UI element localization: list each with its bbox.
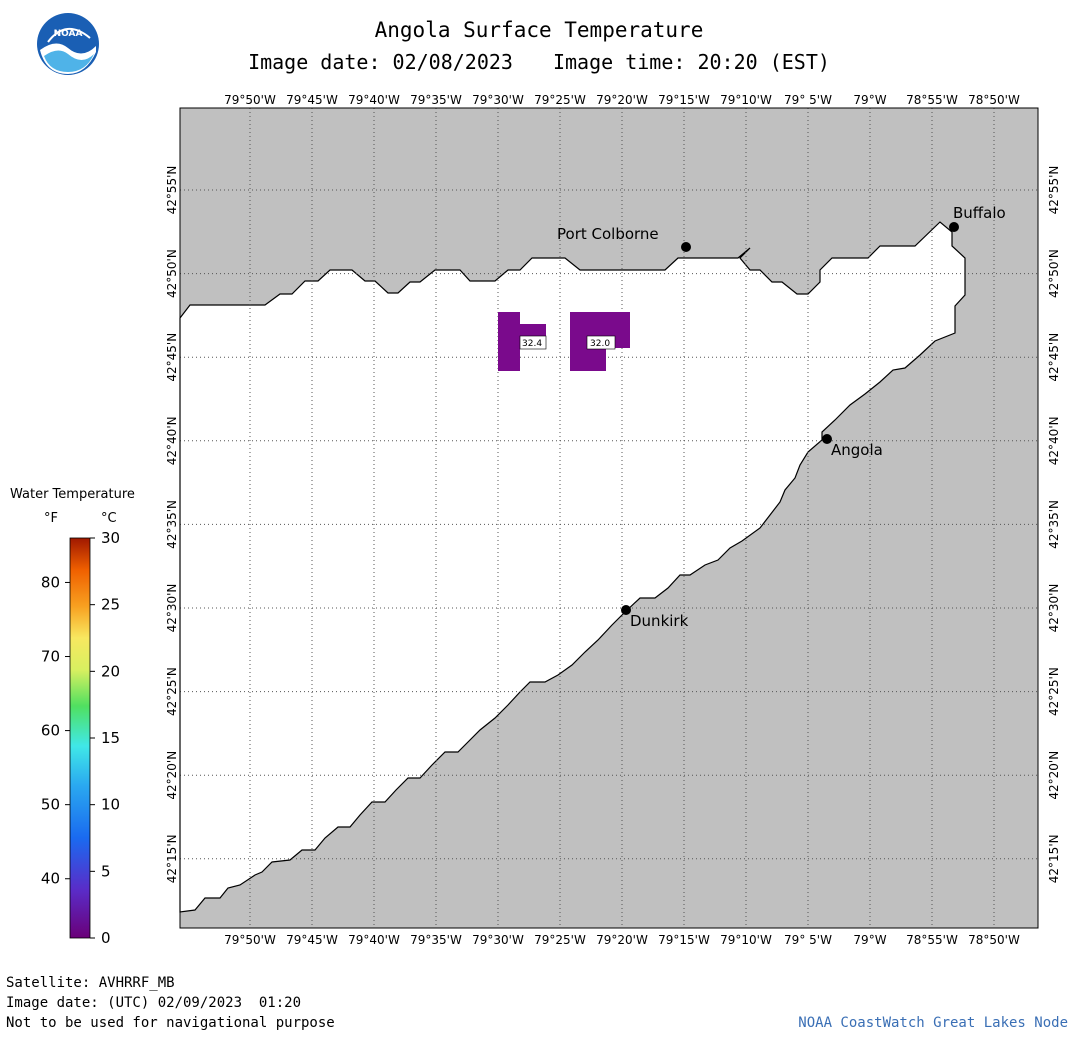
latitude-label: 42°45'N xyxy=(165,333,179,382)
page-title: Angola Surface Temperature xyxy=(374,18,704,42)
celsius-tick-label: 5 xyxy=(101,862,111,880)
latitude-label: 42°35'N xyxy=(165,500,179,549)
longitude-labels-bottom: 79°50'W 79°45'W 79°40'W 79°35'W 79°30'W 79°25… xyxy=(224,933,1020,947)
city-dunkirk: Dunkirk xyxy=(621,605,689,630)
latitude-label: 42°15'N xyxy=(1047,834,1061,883)
latitude-label: 42°30'N xyxy=(1047,584,1061,633)
fahrenheit-tick-label: 50 xyxy=(41,796,60,814)
city-buffalo: Buffalo xyxy=(949,204,1006,232)
fahrenheit-tick-label: 60 xyxy=(41,722,60,740)
longitude-label: 79° 5'W xyxy=(784,933,832,947)
satellite-info: Satellite: AVHRRF_MB xyxy=(6,975,175,991)
latitude-label: 42°50'N xyxy=(1047,249,1061,298)
city-label-angola: Angola xyxy=(831,441,883,459)
latitude-label: 42°25'N xyxy=(1047,667,1061,716)
logo-text: NOAA xyxy=(54,29,83,39)
city-label-buffalo: Buffalo xyxy=(953,204,1006,222)
fahrenheit-tick-label: 80 xyxy=(41,573,60,591)
longitude-label: 79°30'W xyxy=(472,933,524,947)
utc-date-info: Image date: (UTC) 02/09/2023 01:20 xyxy=(6,995,302,1011)
fahrenheit-tick-label: 40 xyxy=(41,870,60,888)
longitude-label: 79°W xyxy=(853,933,886,947)
disclaimer: Not to be used for navigational purpose xyxy=(6,1015,335,1031)
longitude-label: 78°50'W xyxy=(968,93,1020,107)
image-time-label: Image time: 20:20 (EST) xyxy=(552,50,830,74)
latitude-label: 42°30'N xyxy=(165,584,179,633)
sst-value-1: 32.4 xyxy=(522,339,542,349)
lake-erie-water xyxy=(179,221,966,913)
longitude-label: 79°50'W xyxy=(224,93,276,107)
sst-patch-2: 32.0 xyxy=(570,312,630,371)
longitude-label: 79°35'W xyxy=(410,933,462,947)
temperature-colorbar xyxy=(69,537,91,939)
longitude-label: 79° 5'W xyxy=(784,93,832,107)
celsius-tick-label: 0 xyxy=(101,929,111,947)
latitude-label: 42°55'N xyxy=(1047,166,1061,215)
fahrenheit-tick-label: 70 xyxy=(41,648,60,666)
longitude-label: 78°50'W xyxy=(968,933,1020,947)
longitude-label: 79°40'W xyxy=(348,93,400,107)
legend-unit-c: °C xyxy=(101,511,117,526)
latitude-label: 42°20'N xyxy=(165,751,179,800)
longitude-label: 79°W xyxy=(853,93,886,107)
image-date-label: Image date: 02/08/2023 xyxy=(248,50,513,74)
city-angola: Angola xyxy=(822,434,883,459)
longitude-label: 79°20'W xyxy=(596,933,648,947)
latitude-label: 42°45'N xyxy=(1047,333,1061,382)
city-port-colborne: Port Colborne xyxy=(557,225,691,252)
longitude-label: 79°15'W xyxy=(658,93,710,107)
celsius-tick-label: 30 xyxy=(101,529,120,547)
city-label-dunkirk: Dunkirk xyxy=(630,612,689,630)
sst-value-2: 32.0 xyxy=(590,339,610,349)
longitude-label: 79°25'W xyxy=(534,93,586,107)
map-frame xyxy=(179,107,1039,929)
latitude-label: 42°35'N xyxy=(1047,500,1061,549)
longitude-label: 79°45'W xyxy=(286,93,338,107)
latitude-label: 42°20'N xyxy=(1047,751,1061,800)
longitude-label: 78°55'W xyxy=(906,93,958,107)
latitude-label: 42°15'N xyxy=(165,834,179,883)
noaa-logo-icon: NOAA xyxy=(37,13,99,75)
celsius-tick-label: 25 xyxy=(101,596,120,614)
latitude-label: 42°55'N xyxy=(165,166,179,215)
celsius-tick-label: 15 xyxy=(101,729,120,747)
longitude-label: 79°10'W xyxy=(720,933,772,947)
longitude-label: 79°20'W xyxy=(596,93,648,107)
celsius-tick-label: 20 xyxy=(101,662,120,680)
credit-link[interactable]: NOAA CoastWatch Great Lakes Node xyxy=(798,1015,1068,1031)
sst-patch-1: 32.4 xyxy=(498,312,547,371)
latitude-label: 42°40'N xyxy=(1047,416,1061,465)
latitude-labels-left: 42°55'N 42°50'N 42°45'N 42°40'N 42°35'N 42°30… xyxy=(165,166,179,884)
longitude-label: 79°15'W xyxy=(658,933,710,947)
celsius-tick-label: 10 xyxy=(101,796,120,814)
legend-title: Water Temperature xyxy=(10,487,135,502)
latitude-label: 42°50'N xyxy=(165,249,179,298)
latitude-label: 42°40'N xyxy=(165,416,179,465)
longitude-label: 78°55'W xyxy=(906,933,958,947)
longitude-label: 79°25'W xyxy=(534,933,586,947)
longitude-label: 79°40'W xyxy=(348,933,400,947)
city-label-port-colborne: Port Colborne xyxy=(557,225,659,243)
longitude-label: 79°35'W xyxy=(410,93,462,107)
longitude-label: 79°45'W xyxy=(286,933,338,947)
lat-lon-grid xyxy=(180,108,1038,928)
legend-unit-f: °F xyxy=(44,511,58,526)
latitude-labels-right: 42°55'N 42°50'N 42°45'N 42°40'N 42°35'N 42°30… xyxy=(1047,166,1061,884)
longitude-labels-top: 79°50'W 79°45'W 79°40'W 79°35'W 79°30'W 79°25… xyxy=(224,93,1020,107)
longitude-label: 79°30'W xyxy=(472,93,524,107)
latitude-label: 42°25'N xyxy=(165,667,179,716)
longitude-label: 79°50'W xyxy=(224,933,276,947)
image-datetime: Image date: 02/08/2023 Image time: 20:20 … xyxy=(0,50,1078,74)
longitude-label: 79°10'W xyxy=(720,93,772,107)
